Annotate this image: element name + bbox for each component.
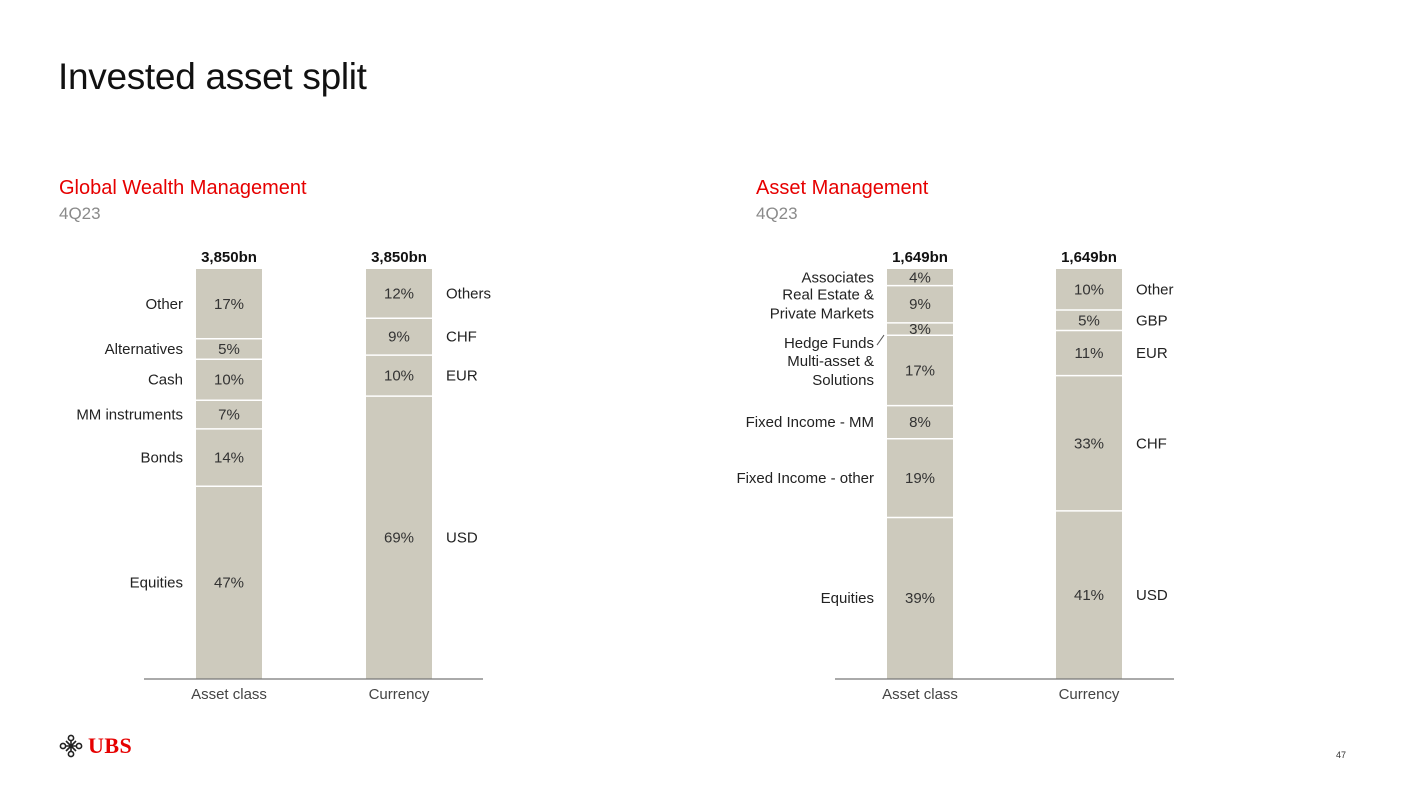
gwm-data-label-currency-usd: 69%: [384, 530, 414, 547]
am-bar-segment-currency-usd: [1056, 510, 1122, 679]
gwm-bar-segment-asset-class-equities: [196, 486, 262, 679]
am-data-label-currency-usd: 41%: [1074, 587, 1104, 604]
am-data-label-asset-class-associates: 4%: [909, 269, 931, 286]
am-bar-segment-asset-class-real-estate-private-markets: [887, 285, 953, 323]
am-bar-segment-asset-class-equities: [887, 517, 953, 679]
gwm-category-label-asset-class: Asset class: [191, 686, 267, 703]
am-series-label-currency-other: Other: [1136, 282, 1174, 299]
gwm-bar-segment-currency-chf: [366, 318, 432, 356]
am-bar-segment-asset-class-associates: [887, 269, 953, 286]
am-bar-segment-currency-eur: [1056, 330, 1122, 376]
am-data-label-asset-class-fixed-income-mm: 8%: [909, 414, 931, 431]
am-bar-segment-currency-gbp: [1056, 310, 1122, 331]
am-bar-segment-asset-class-hedge-funds: [887, 322, 953, 336]
am-series-label-asset-class-fixed-income-other: Fixed Income - other: [736, 470, 874, 487]
gwm-bar-segment-asset-class-mm-instruments: [196, 400, 262, 429]
am-section-title: Asset Management: [756, 177, 929, 199]
gwm-bar-segment-asset-class-bonds: [196, 428, 262, 487]
am-series-label-currency-gbp: GBP: [1136, 312, 1168, 329]
am-bar-segment-asset-class-multi-asset-solutions: [887, 335, 953, 406]
am-series-label-asset-class-multi-asset-solutions: Multi-asset & Solutions: [787, 353, 874, 389]
am-bar-segment-currency-chf: [1056, 375, 1122, 511]
gwm-bar-segment-currency-eur: [366, 355, 432, 397]
gwm-series-label-currency-others: Others: [446, 286, 491, 303]
page-title: Invested asset split: [58, 56, 367, 97]
gwm-total-label-currency: 3,850bn: [371, 249, 427, 266]
gwm-total-label-asset-class: 3,850bn: [201, 249, 257, 266]
ubs-keys-icon: [59, 734, 83, 758]
gwm-data-label-asset-class-alternatives: 5%: [218, 341, 240, 358]
am-data-label-asset-class-multi-asset-solutions: 17%: [905, 362, 935, 379]
am-series-label-asset-class-associates: Associates: [801, 269, 874, 286]
gwm-series-label-currency-usd: USD: [446, 530, 478, 547]
page-number: 47: [1336, 750, 1347, 760]
am-total-label-asset-class: 1,649bn: [892, 249, 948, 266]
am-data-label-asset-class-fixed-income-other: 19%: [905, 470, 935, 487]
gwm-bar-segment-asset-class-alternatives: [196, 338, 262, 360]
am-data-label-currency-chf: 33%: [1074, 435, 1104, 452]
am-series-label-asset-class-equities: Equities: [821, 590, 874, 607]
gwm-bar-segment-currency-usd: [366, 396, 432, 679]
am-total-label-currency: 1,649bn: [1061, 249, 1117, 266]
am-category-label-asset-class: Asset class: [882, 686, 958, 703]
am-series-label-asset-class-real-estate-private-markets: Real Estate & Private Markets: [770, 287, 874, 323]
am-data-label-asset-class-equities: 39%: [905, 590, 935, 607]
gwm-data-label-currency-eur: 10%: [384, 368, 414, 385]
am-bar-segment-asset-class-fixed-income-other: [887, 438, 953, 518]
gwm-section-title: Global Wealth Management: [59, 177, 307, 199]
gwm-series-label-asset-class-cash: Cash: [148, 372, 183, 389]
am-series-label-currency-usd: USD: [1136, 587, 1168, 604]
gwm-section-subtitle: 4Q23: [59, 204, 101, 223]
gwm-series-label-asset-class-mm-instruments: MM instruments: [76, 407, 183, 424]
am-bar-segment-currency-other: [1056, 269, 1122, 310]
gwm-series-label-currency-eur: EUR: [446, 368, 478, 385]
gwm-series-label-asset-class-bonds: Bonds: [140, 450, 183, 467]
gwm-series-label-asset-class-equities: Equities: [130, 575, 183, 592]
am-hedge-funds-leader-line: [876, 334, 885, 346]
am-series-label-asset-class-hedge-funds: Hedge Funds: [784, 335, 874, 352]
am-data-label-currency-eur: 11%: [1075, 345, 1104, 362]
gwm-data-label-asset-class-other: 17%: [214, 296, 244, 313]
gwm-data-label-currency-others: 12%: [384, 286, 414, 303]
gwm-series-label-asset-class-other: Other: [145, 296, 183, 313]
gwm-bar-segment-asset-class-cash: [196, 359, 262, 401]
gwm-bar-segment-asset-class-other: [196, 269, 262, 339]
am-data-label-asset-class-hedge-funds: 3%: [909, 321, 931, 338]
ubs-logo-text: UBS: [88, 733, 133, 758]
gwm-series-label-currency-chf: CHF: [446, 329, 477, 346]
am-data-label-currency-other: 10%: [1074, 282, 1104, 299]
am-bar-segment-asset-class-fixed-income-mm: [887, 405, 953, 439]
am-data-label-asset-class-real-estate-private-markets: 9%: [909, 296, 931, 313]
am-category-label-currency: Currency: [1059, 686, 1120, 703]
gwm-bar-segment-currency-others: [366, 269, 432, 319]
gwm-data-label-asset-class-bonds: 14%: [214, 450, 244, 467]
gwm-data-label-currency-chf: 9%: [388, 329, 410, 346]
am-section-subtitle: 4Q23: [756, 204, 798, 223]
gwm-data-label-asset-class-mm-instruments: 7%: [218, 407, 240, 424]
am-series-label-currency-eur: EUR: [1136, 345, 1168, 362]
gwm-series-label-asset-class-alternatives: Alternatives: [105, 341, 183, 358]
ubs-logo: UBS: [58, 733, 132, 759]
gwm-data-label-asset-class-equities: 47%: [214, 575, 244, 592]
gwm-data-label-asset-class-cash: 10%: [214, 372, 244, 389]
am-series-label-asset-class-fixed-income-mm: Fixed Income - MM: [746, 414, 874, 431]
am-data-label-currency-gbp: 5%: [1078, 312, 1100, 329]
gwm-category-label-currency: Currency: [369, 686, 430, 703]
am-series-label-currency-chf: CHF: [1136, 435, 1167, 452]
